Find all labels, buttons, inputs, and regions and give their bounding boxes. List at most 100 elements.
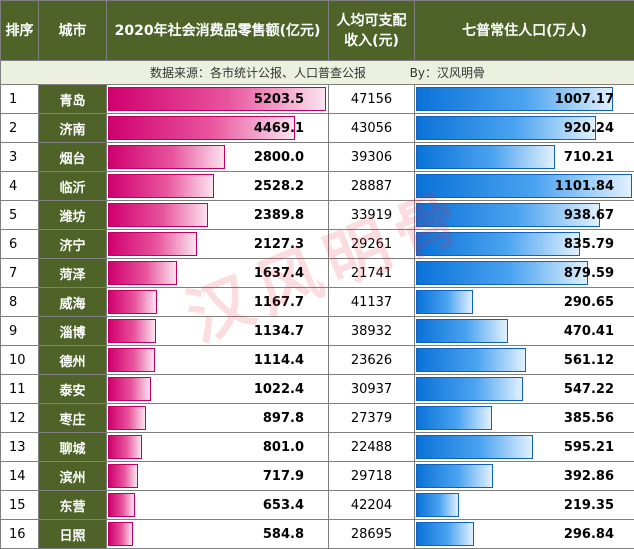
city-cell: 淄博 — [38, 316, 107, 346]
sales-cell: 2800.0 — [106, 142, 329, 172]
sales-cell: 5203.5 — [106, 84, 329, 114]
sales-cell: 584.8 — [106, 519, 329, 549]
income-cell: 43056 — [328, 113, 415, 143]
sales-cell: 2127.3 — [106, 229, 329, 259]
sales-cell: 653.4 — [106, 490, 329, 520]
population-cell: 392.86 — [414, 461, 634, 491]
sales-value: 2389.8 — [253, 207, 304, 223]
sales-value: 897.8 — [262, 410, 304, 426]
city-cell: 济南 — [38, 113, 107, 143]
sales-value: 4469.1 — [253, 120, 304, 136]
sales-bar — [108, 435, 142, 459]
population-bar — [416, 377, 523, 401]
population-cell: 835.79 — [414, 229, 634, 259]
income-cell: 28695 — [328, 519, 415, 549]
income-cell: 38932 — [328, 316, 415, 346]
table-row: 16 日照 584.8 28695 296.84 — [0, 519, 634, 549]
income-cell: 21741 — [328, 258, 415, 288]
population-bar — [416, 348, 526, 372]
population-cell: 938.67 — [414, 200, 634, 230]
population-value: 219.35 — [563, 497, 614, 513]
population-value: 392.86 — [563, 468, 614, 484]
table-row: 14 滨州 717.9 29718 392.86 — [0, 461, 634, 491]
sales-bar — [108, 406, 146, 430]
income-cell: 47156 — [328, 84, 415, 114]
population-bar — [416, 493, 459, 517]
source-note: 数据来源：各市统计公报、人口普查公报 — [149, 66, 366, 80]
population-value: 561.12 — [563, 352, 614, 368]
population-value: 296.84 — [563, 526, 614, 542]
rank-cell: 10 — [0, 345, 39, 375]
sales-bar — [108, 377, 151, 401]
city-cell: 日照 — [38, 519, 107, 549]
city-cell: 滨州 — [38, 461, 107, 491]
header-income-line1: 人均可支配 — [336, 12, 407, 29]
city-cell: 德州 — [38, 345, 107, 375]
population-value: 1101.84 — [554, 178, 614, 194]
population-cell: 547.22 — [414, 374, 634, 404]
header-income-line2: 收入(元) — [344, 32, 399, 49]
sales-bar — [108, 319, 156, 343]
table-row: 2 济南 4469.1 43056 920.24 — [0, 113, 634, 143]
sales-cell: 1022.4 — [106, 374, 329, 404]
city-cell: 潍坊 — [38, 200, 107, 230]
city-cell: 菏泽 — [38, 258, 107, 288]
table-row: 10 德州 1114.4 23626 561.12 — [0, 345, 634, 375]
population-value: 1007.17 — [554, 91, 614, 107]
table-row: 6 济宁 2127.3 29261 835.79 — [0, 229, 634, 259]
city-cell: 济宁 — [38, 229, 107, 259]
table-row: 8 威海 1167.7 41137 290.65 — [0, 287, 634, 317]
city-cell: 枣庄 — [38, 403, 107, 433]
sales-bar — [108, 464, 138, 488]
sales-bar — [108, 261, 177, 285]
sales-value: 1114.4 — [253, 352, 304, 368]
sales-bar — [108, 116, 295, 140]
header-city: 城市 — [38, 0, 107, 61]
population-value: 920.24 — [563, 120, 614, 136]
population-cell: 385.56 — [414, 403, 634, 433]
city-cell: 烟台 — [38, 142, 107, 172]
rank-cell: 14 — [0, 461, 39, 491]
sales-value: 653.4 — [262, 497, 304, 513]
sales-cell: 801.0 — [106, 432, 329, 462]
sales-bar — [108, 174, 214, 198]
sales-value: 1637.4 — [253, 265, 304, 281]
table-row: 9 淄博 1134.7 38932 470.41 — [0, 316, 634, 346]
income-cell: 39306 — [328, 142, 415, 172]
population-bar — [416, 435, 533, 459]
population-bar — [416, 116, 596, 140]
population-bar — [416, 261, 588, 285]
sales-cell: 897.8 — [106, 403, 329, 433]
sales-cell: 1637.4 — [106, 258, 329, 288]
population-value: 710.21 — [563, 149, 614, 165]
table-row: 5 潍坊 2389.8 33919 938.67 — [0, 200, 634, 230]
population-cell: 561.12 — [414, 345, 634, 375]
rank-cell: 11 — [0, 374, 39, 404]
city-cell: 青岛 — [38, 84, 107, 114]
sales-value: 5203.5 — [253, 91, 304, 107]
population-cell: 710.21 — [414, 142, 634, 172]
sales-value: 2528.2 — [253, 178, 304, 194]
rank-cell: 15 — [0, 490, 39, 520]
sales-cell: 1114.4 — [106, 345, 329, 375]
income-cell: 29718 — [328, 461, 415, 491]
population-cell: 296.84 — [414, 519, 634, 549]
population-value: 385.56 — [563, 410, 614, 426]
city-cell: 临沂 — [38, 171, 107, 201]
sales-value: 1167.7 — [253, 294, 304, 310]
rank-cell: 7 — [0, 258, 39, 288]
population-bar — [416, 319, 508, 343]
population-bar — [416, 406, 492, 430]
city-cell: 东营 — [38, 490, 107, 520]
header-population: 七普常住人口(万人) — [414, 0, 634, 61]
sales-cell: 2528.2 — [106, 171, 329, 201]
table-row: 4 临沂 2528.2 28887 1101.84 — [0, 171, 634, 201]
table-row: 12 枣庄 897.8 27379 385.56 — [0, 403, 634, 433]
source-row: 数据来源：各市统计公报、人口普查公报 By：汉风明骨 — [0, 60, 634, 85]
rank-cell: 5 — [0, 200, 39, 230]
sales-value: 2800.0 — [253, 149, 304, 165]
sales-bar — [108, 493, 135, 517]
city-cell: 泰安 — [38, 374, 107, 404]
income-cell: 23626 — [328, 345, 415, 375]
rank-cell: 12 — [0, 403, 39, 433]
